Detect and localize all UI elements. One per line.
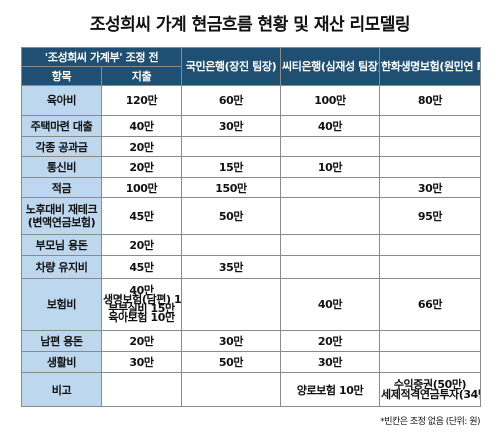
row-kb xyxy=(181,277,281,332)
table-row: 주택마련 대출 40만 30만 40만 xyxy=(21,114,481,138)
table-row: 차량 유지비 45만 35만 xyxy=(21,255,481,279)
row-citi xyxy=(280,177,380,199)
col-header-citi: 씨티은행(심재성 팀장) xyxy=(280,47,380,86)
row-expense: 20만 xyxy=(101,156,182,179)
table-row: 비고 양로보험 10만 수익증권(50만) 세제적격연금투자(34만) xyxy=(21,372,481,407)
table-row: 보험비 40만 생명보험(남편) 15만 부부실비 15만 육아보험 10만 4… xyxy=(21,277,481,332)
group-header: '조성희씨 가계부' 조정 전 xyxy=(21,47,182,67)
row-citi: 10만 xyxy=(280,156,380,179)
row-hanwha: 30만 xyxy=(379,177,481,199)
row-hanwha-note: 수익증권(50만) 세제적격연금투자(34만) xyxy=(379,372,481,407)
row-citi xyxy=(280,255,380,279)
col-header-expense: 지출 xyxy=(101,65,182,86)
row-item: 비고 xyxy=(21,372,102,407)
note-line: 수익증권(50만) xyxy=(393,377,467,391)
row-item: 적금 xyxy=(21,177,102,199)
row-hanwha xyxy=(379,330,481,353)
row-expense: 20만 xyxy=(101,330,182,353)
expense-line: 40만 xyxy=(129,284,154,298)
row-expense-detail: 40만 생명보험(남편) 15만 부부실비 15만 육아보험 10만 xyxy=(101,277,182,332)
row-hanwha xyxy=(379,255,481,279)
row-citi: 100만 xyxy=(280,84,380,117)
row-item: 보험비 xyxy=(21,277,102,332)
footnote: *빈칸은 조정 없음 (단위: 원) xyxy=(380,417,480,427)
row-item: 노후대비 재테크 (변액연금보험) xyxy=(21,197,102,236)
row-item: 부모님 용돈 xyxy=(21,234,102,257)
row-citi: 30만 xyxy=(280,351,380,374)
expense-line: 부부실비 15만 xyxy=(108,302,175,316)
row-item: 생활비 xyxy=(21,351,102,374)
row-citi: 40만 xyxy=(280,114,380,138)
row-hanwha xyxy=(379,156,481,179)
row-kb: 50만 xyxy=(181,197,281,236)
row-hanwha xyxy=(379,234,481,257)
table-row: 각종 공과금 20만 xyxy=(21,136,481,158)
table-row: 남편 용돈 20만 30만 20만 xyxy=(21,330,481,353)
note-line: 세제적격연금투자(34만) xyxy=(381,387,480,401)
row-kb: 30만 xyxy=(181,114,281,138)
row-kb: 35만 xyxy=(181,255,281,279)
row-hanwha xyxy=(379,351,481,374)
col-header-hanwha: 한화생명보험(원민연 FA) xyxy=(379,47,481,86)
row-item-line: 노후대비 재테크 xyxy=(25,203,98,217)
row-hanwha xyxy=(379,136,481,158)
row-kb: 60만 xyxy=(181,84,281,117)
row-citi xyxy=(280,136,380,158)
expense-line: 생명보험(남편) 15만 xyxy=(103,293,182,307)
table-row: 통신비 20만 15만 10만 xyxy=(21,156,481,179)
row-item: 각종 공과금 xyxy=(21,136,102,158)
row-item: 통신비 xyxy=(21,156,102,179)
page-title: 조성희씨 가계 현금흐름 현황 및 재산 리모델링 xyxy=(89,15,411,35)
row-expense xyxy=(101,372,182,407)
table-row: 생활비 30만 50만 30만 xyxy=(21,351,481,374)
row-hanwha: 95만 xyxy=(379,197,481,236)
row-item: 육아비 xyxy=(21,84,102,117)
row-kb: 15만 xyxy=(181,156,281,179)
row-expense: 20만 xyxy=(101,136,182,158)
row-item: 남편 용돈 xyxy=(21,330,102,353)
row-kb xyxy=(181,136,281,158)
row-item: 차량 유지비 xyxy=(21,255,102,279)
row-expense: 120만 xyxy=(101,84,182,117)
row-expense: 100만 xyxy=(101,177,182,199)
row-kb xyxy=(181,372,281,407)
table-row: 부모님 용돈 20만 xyxy=(21,234,481,257)
col-header-kb: 국민은행(장진 팀장) xyxy=(181,47,281,86)
row-expense: 45만 xyxy=(101,197,182,236)
row-citi: 40만 xyxy=(280,277,380,332)
row-citi: 양로보험 10만 xyxy=(280,372,380,407)
row-kb: 150만 xyxy=(181,177,281,199)
row-hanwha xyxy=(379,114,481,138)
row-expense: 40만 xyxy=(101,114,182,138)
row-expense: 30만 xyxy=(101,351,182,374)
cashflow-table: '조성희씨 가계부' 조정 전 국민은행(장진 팀장) 씨티은행(심재성 팀장)… xyxy=(21,47,481,407)
row-citi: 20만 xyxy=(280,330,380,353)
row-kb: 30만 xyxy=(181,330,281,353)
row-expense: 20만 xyxy=(101,234,182,257)
col-header-item: 항목 xyxy=(21,65,102,86)
row-expense: 45만 xyxy=(101,255,182,279)
row-item: 주택마련 대출 xyxy=(21,114,102,138)
row-hanwha: 66만 xyxy=(379,277,481,332)
table-row: 육아비 120만 60만 100만 80만 xyxy=(21,84,481,117)
table-row: 노후대비 재테크 (변액연금보험) 45만 50만 95만 xyxy=(21,197,481,236)
row-citi xyxy=(280,197,380,236)
row-item-line: (변액연금보험) xyxy=(27,216,96,230)
expense-line: 육아보험 10만 xyxy=(108,311,175,325)
row-hanwha: 80만 xyxy=(379,84,481,117)
table-row: 적금 100만 150만 30만 xyxy=(21,177,481,199)
row-kb: 50만 xyxy=(181,351,281,374)
row-citi xyxy=(280,234,380,257)
row-kb xyxy=(181,234,281,257)
